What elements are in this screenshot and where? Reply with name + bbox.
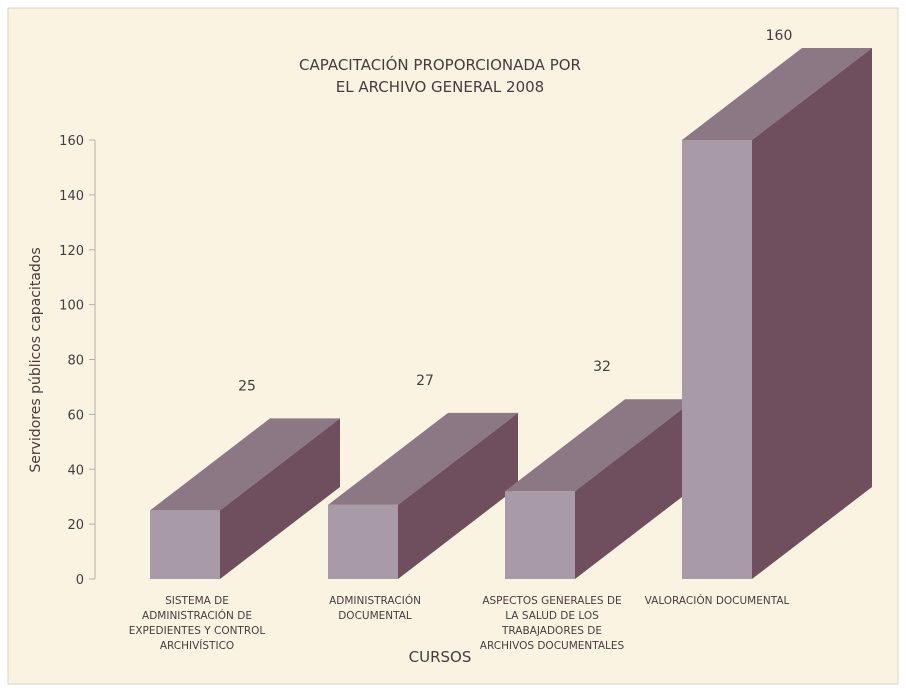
value-label: 32 (593, 359, 611, 375)
label-line: ADMINISTRACIÓN (329, 594, 421, 607)
bar (328, 504, 398, 579)
y-tick-label: 60 (67, 408, 84, 423)
label-line: ARCHIVOS DOCUMENTALES (480, 640, 625, 652)
y-tick-label: 120 (59, 244, 84, 259)
y-tick-label: 100 (59, 299, 84, 314)
chart-title: CAPACITACIÓN PROPORCIONADA POR EL ARCHIVO… (299, 55, 581, 96)
label-line: SISTEMA DE (165, 595, 229, 607)
bar-top (150, 418, 340, 511)
label-line: ASPECTOS GENERALES DE (482, 595, 621, 607)
y-tick-label: 0 (76, 573, 84, 588)
value-label: 25 (238, 378, 256, 394)
y-axis-label: Servidores públicos capacitados (28, 247, 44, 472)
bar-top (682, 48, 872, 140)
bar-side (752, 48, 872, 579)
bar (150, 510, 220, 579)
x-tick-label: SISTEMA DE ADMINISTRACIÓN DE EXPEDIENTES Y… (129, 595, 266, 652)
x-tick-label: ASPECTOS GENERALES DE LA SALUD DE LOS TRAB… (480, 595, 625, 652)
x-tick-label: VALORACIÓN DOCUMENTAL (645, 594, 790, 607)
label-line: ARCHIVÍSTICO (160, 639, 234, 652)
label-line: LA SALUD DE LOS (505, 610, 599, 622)
bar-top (505, 399, 695, 492)
bar (505, 491, 575, 579)
label-line: ADMINISTRACIÓN DE (142, 609, 252, 622)
x-axis-label: CURSOS (409, 648, 472, 666)
y-tick-label: 20 (67, 518, 84, 533)
bar (682, 140, 752, 579)
title-line: EL ARCHIVO GENERAL 2008 (336, 78, 544, 96)
label-line: DOCUMENTAL (338, 610, 412, 622)
bar-side (575, 399, 695, 579)
bar-side (398, 412, 518, 579)
label-line: EXPEDIENTES Y CONTROL (129, 625, 266, 637)
value-label: 27 (416, 373, 434, 389)
y-tick-label: 40 (67, 463, 84, 478)
y-tick-label: 140 (59, 189, 84, 204)
y-tick-label: 80 (67, 354, 84, 369)
bar-top (328, 412, 518, 505)
bar-side (220, 418, 340, 579)
title-line: CAPACITACIÓN PROPORCIONADA POR (299, 55, 581, 74)
label-line: TRABAJADORES DE (501, 625, 602, 637)
x-tick-label: ADMINISTRACIÓN DOCUMENTAL (329, 594, 421, 622)
value-label: 160 (766, 28, 793, 44)
label-line: VALORACIÓN DOCUMENTAL (645, 594, 790, 607)
y-tick-label: 160 (59, 134, 84, 149)
